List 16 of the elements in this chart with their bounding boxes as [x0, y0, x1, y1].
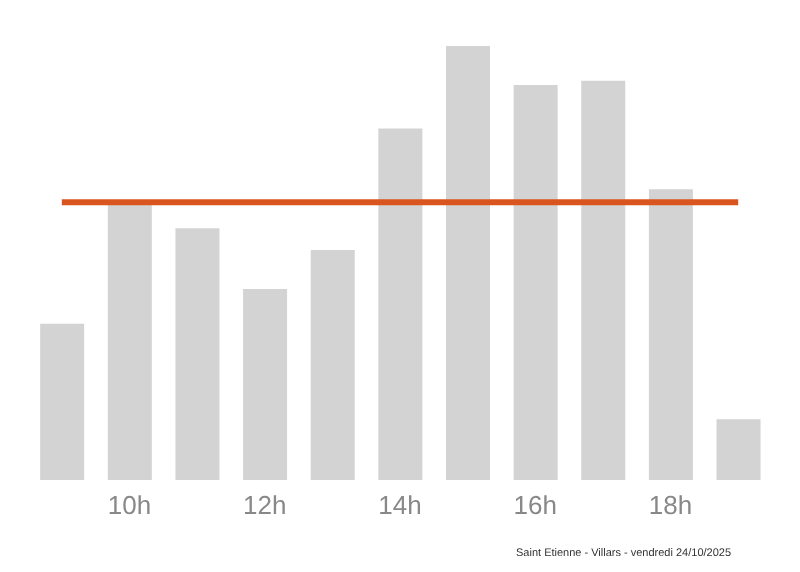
bar — [445, 46, 490, 480]
bar — [378, 128, 423, 480]
bar — [243, 289, 288, 480]
bar — [716, 419, 761, 480]
x-tick-label: 12h — [243, 490, 287, 521]
bar — [107, 202, 152, 480]
bar — [175, 228, 220, 480]
bar — [648, 189, 693, 480]
x-tick-label: 10h — [107, 490, 152, 521]
x-tick-label: 14h — [378, 490, 422, 521]
bar — [310, 249, 355, 480]
bar — [581, 80, 626, 480]
x-tick-label: 16h — [513, 490, 557, 521]
x-tick-label: 18h — [648, 490, 693, 521]
bar — [40, 323, 85, 480]
bar — [513, 85, 558, 480]
